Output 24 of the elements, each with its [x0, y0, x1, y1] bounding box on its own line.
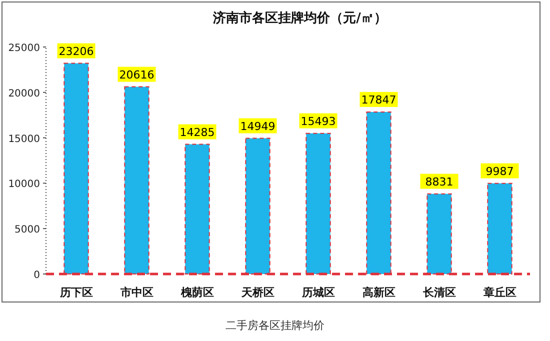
data-label: 20616 — [119, 68, 154, 82]
x-tick-label: 长清区 — [422, 286, 456, 299]
x-tick-label: 历城区 — [300, 286, 335, 299]
data-label: 17847 — [361, 93, 396, 106]
y-tick-label: 15000 — [8, 134, 40, 145]
data-label: 14285 — [180, 126, 215, 139]
chart-title: 济南市各区挂牌均价（元/㎡） — [212, 10, 387, 26]
x-tick-label: 高新区 — [362, 286, 396, 299]
x-tick-label: 历下区 — [58, 286, 93, 299]
x-tick-label: 市中区 — [119, 286, 154, 299]
x-tick-label: 槐荫区 — [180, 286, 214, 299]
text: 二手房各区挂牌均价 — [226, 319, 324, 332]
data-label: 14949 — [240, 120, 276, 133]
y-tick-label: 20000 — [8, 88, 40, 100]
data-label: 8831 — [425, 175, 454, 188]
data-label: 23206 — [58, 44, 94, 58]
data-label: 9987 — [486, 164, 514, 178]
y-tick-label: 25000 — [8, 43, 40, 54]
data-label: 15493 — [300, 114, 336, 128]
y-tick-label: 10000 — [8, 179, 40, 190]
y-tick-label: 5000 — [14, 224, 40, 236]
y-tick-label: 0 — [34, 270, 40, 281]
x-tick-label: 章丘区 — [482, 286, 516, 299]
x-tick-label: 天桥区 — [240, 286, 274, 299]
